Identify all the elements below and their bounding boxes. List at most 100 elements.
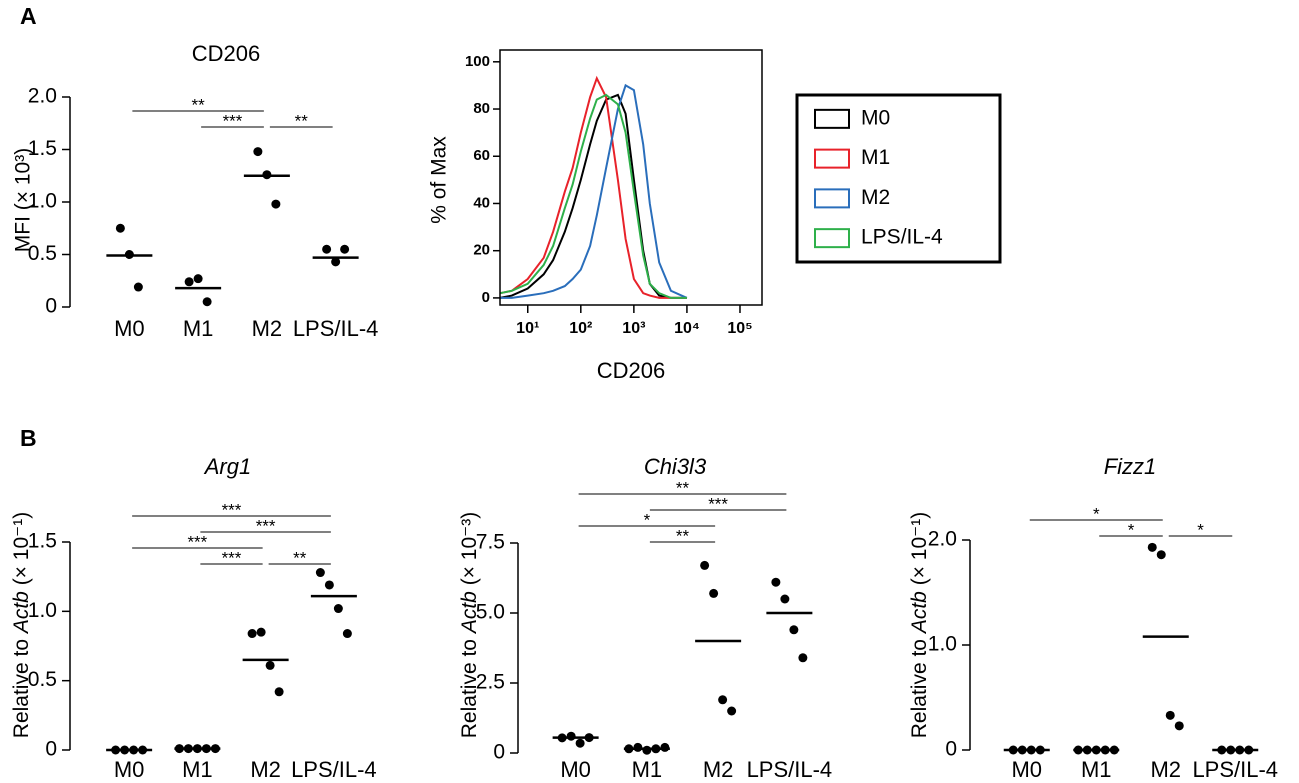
y-axis-label-part: Actb: [10, 591, 33, 635]
data-point: [709, 588, 719, 598]
y-axis-label: Relative to Actb (× 10⁻¹): [10, 512, 33, 738]
plot-frame: [499, 49, 763, 306]
y-axis-label: Relative to Actb (× 10⁻¹): [908, 512, 931, 738]
legend-swatch: [814, 228, 850, 249]
data-point: [575, 738, 585, 748]
y-tick-label: 0: [482, 289, 490, 306]
x-tick-label: 10²: [569, 320, 592, 337]
legend-label: M2: [861, 186, 890, 209]
data-point: [202, 297, 212, 307]
data-point: [566, 731, 576, 741]
data-point: [315, 568, 325, 578]
significance-label: **: [295, 111, 309, 130]
data-point: [642, 745, 652, 755]
chart-title: Chi3l3: [644, 454, 707, 479]
x-tick-label: M0: [114, 757, 145, 782]
x-tick-label: 10⁵: [727, 320, 752, 337]
significance-label: ***: [708, 494, 728, 513]
chart-title: CD206: [192, 41, 260, 66]
x-tick-label: 10¹: [516, 320, 539, 337]
data-point: [798, 653, 808, 663]
data-point: [133, 282, 143, 292]
x-tick-label: M1: [632, 757, 663, 782]
y-axis-label-part: Relative to: [908, 633, 931, 738]
y-axis-label-part: Relative to: [10, 633, 33, 738]
y-tick-label: 7.5: [476, 531, 505, 554]
data-point: [340, 244, 350, 254]
y-tick-label: 5.0: [476, 601, 505, 624]
y-tick-label: 1.0: [28, 190, 57, 213]
data-point: [718, 695, 728, 705]
legend-box: [795, 93, 1002, 264]
data-point: [727, 706, 737, 716]
y-tick-label: 2.0: [928, 528, 957, 551]
data-point: [660, 742, 670, 752]
y-tick-label: 2.5: [476, 671, 505, 694]
y-tick-label: 1.0: [28, 599, 57, 622]
data-point: [342, 629, 352, 639]
data-point: [247, 629, 257, 639]
x-tick-label: M2: [703, 757, 734, 782]
chart-title: Fizz1: [1104, 454, 1157, 479]
y-tick-label: 1.5: [28, 530, 57, 553]
x-tick-label: LPS/IL-4: [1192, 757, 1278, 782]
y-tick-label: 0.5: [28, 242, 57, 265]
significance-label: **: [676, 526, 690, 545]
x-tick-label: M2: [252, 316, 283, 341]
data-point: [700, 560, 710, 570]
data-point: [265, 660, 275, 670]
significance-label: **: [192, 95, 206, 114]
data-point: [322, 244, 332, 254]
y-tick-label: 1.5: [28, 137, 57, 160]
significance-label: ***: [223, 111, 243, 130]
y-axis-label-part: Actb: [458, 591, 481, 635]
data-point: [1147, 542, 1157, 552]
significance-label: ***: [222, 500, 242, 519]
y-tick-label: 2.0: [28, 85, 57, 108]
data-point: [331, 257, 341, 267]
legend-swatch: [814, 108, 850, 129]
data-point: [271, 199, 281, 209]
significance-label: *: [644, 510, 651, 529]
legend-label: M1: [861, 146, 890, 169]
data-point: [184, 277, 194, 287]
significance-label: **: [293, 548, 307, 567]
x-tick-label: M2: [1150, 757, 1181, 782]
chart-title: Arg1: [203, 454, 251, 479]
panel-label: A: [20, 3, 37, 29]
x-tick-label: 10³: [622, 320, 645, 337]
histogram-line: [499, 93, 687, 299]
legend-swatch: [814, 148, 850, 169]
y-axis-label-part: (× 10⁻¹): [10, 512, 33, 591]
significance-label: ***: [187, 532, 207, 551]
significance-label: ***: [256, 516, 276, 535]
x-tick-label: M1: [1081, 757, 1112, 782]
y-axis-label-part: (× 10⁻¹): [908, 512, 931, 591]
data-point: [253, 147, 263, 157]
y-tick-label: 100: [465, 53, 490, 70]
significance-label: *: [1128, 520, 1135, 539]
legend-swatch: [814, 188, 850, 209]
significance-label: *: [1093, 504, 1100, 523]
y-tick-label: 80: [473, 100, 490, 117]
data-point: [1174, 721, 1184, 731]
x-axis-label: CD206: [597, 358, 665, 383]
panel-label: B: [20, 425, 37, 451]
x-tick-label: M2: [250, 757, 281, 782]
x-tick-label: LPS/IL-4: [291, 757, 377, 782]
x-tick-label: LPS/IL-4: [747, 757, 833, 782]
legend-label: M0: [861, 106, 890, 129]
y-axis-label-part: Relative to: [458, 633, 481, 738]
y-axis-label: MFI (× 10³): [12, 148, 35, 252]
y-tick-label: 60: [473, 147, 490, 164]
data-point: [1156, 550, 1166, 560]
y-tick-label: 0: [45, 295, 57, 318]
x-tick-label: M0: [114, 316, 145, 341]
x-tick-label: M1: [183, 316, 214, 341]
data-point: [274, 687, 284, 697]
histogram-line: [499, 93, 687, 299]
x-tick-label: M0: [560, 757, 591, 782]
data-point: [1165, 710, 1175, 720]
histogram-line: [500, 83, 688, 299]
data-point: [789, 625, 799, 635]
